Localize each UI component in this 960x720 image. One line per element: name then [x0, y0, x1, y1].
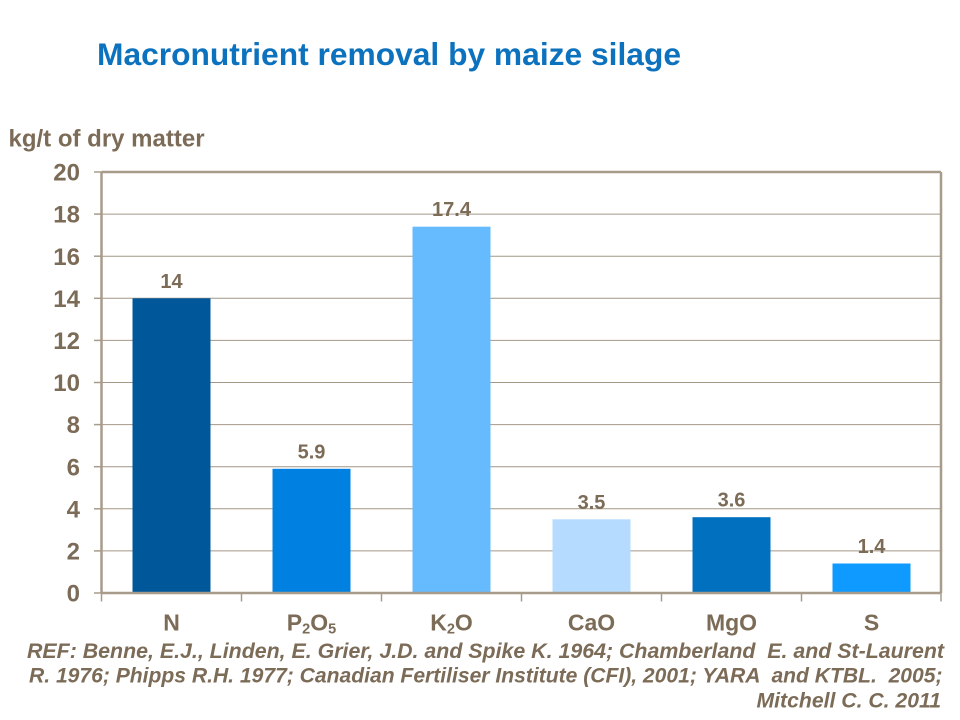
- svg-text:6: 6: [67, 454, 80, 481]
- svg-text:20: 20: [53, 160, 80, 187]
- svg-text:12: 12: [53, 328, 80, 355]
- svg-text:2: 2: [67, 539, 80, 566]
- svg-text:4: 4: [67, 496, 81, 523]
- svg-text:CaO: CaO: [568, 610, 615, 636]
- svg-text:3.6: 3.6: [718, 490, 746, 512]
- svg-text:Macronutrient removal by maize: Macronutrient removal by maize silage: [97, 36, 681, 72]
- svg-text:14: 14: [53, 286, 80, 313]
- svg-text:18: 18: [53, 202, 80, 229]
- svg-text:14: 14: [160, 271, 183, 293]
- svg-text:10: 10: [53, 370, 80, 397]
- svg-text:Mitchell C. C. 2011: Mitchell C. C. 2011: [757, 690, 942, 713]
- svg-text:5.9: 5.9: [298, 441, 326, 463]
- svg-text:3.5: 3.5: [578, 492, 606, 514]
- svg-text:16: 16: [53, 244, 80, 271]
- svg-text:1.4: 1.4: [858, 536, 887, 558]
- svg-text:MgO: MgO: [706, 610, 757, 636]
- svg-text:REF: Benne, E.J., Linden, E. G: REF: Benne, E.J., Linden, E. Grier, J.D.…: [27, 640, 945, 663]
- svg-text:0: 0: [67, 581, 80, 608]
- svg-text:P2O5: P2O5: [287, 610, 336, 638]
- svg-text:R. 1976; Phipps R.H. 1977; Can: R. 1976; Phipps R.H. 1977; Canadian Fert…: [29, 665, 943, 688]
- svg-text:kg/t of dry matter: kg/t of dry matter: [9, 126, 205, 153]
- svg-text:8: 8: [67, 412, 80, 439]
- svg-text:17.4: 17.4: [432, 199, 472, 221]
- svg-text:K2O: K2O: [430, 610, 473, 638]
- svg-text:N: N: [163, 610, 180, 636]
- svg-text:S: S: [864, 610, 879, 636]
